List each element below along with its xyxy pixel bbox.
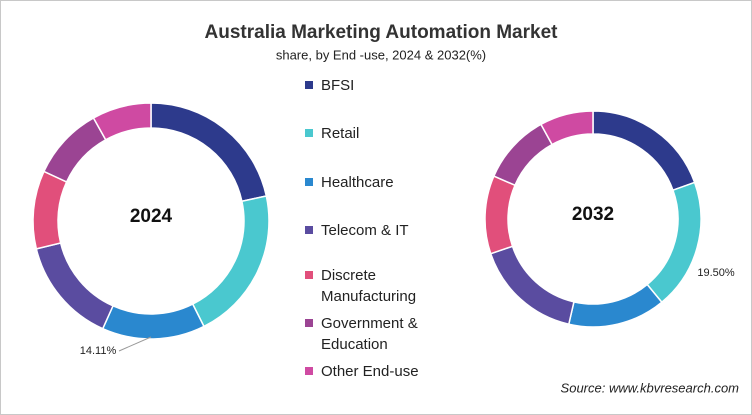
- legend-item: Other End-use: [305, 361, 433, 382]
- legend-swatch: [305, 129, 313, 137]
- legend-item: Telecom & IT: [305, 220, 433, 241]
- legend-item: Discrete Manufacturing: [305, 265, 433, 307]
- donut-segment: [32, 170, 68, 250]
- legend-swatch: [305, 226, 313, 234]
- legend-label: BFSI: [321, 77, 355, 94]
- donut-segment: [92, 102, 152, 141]
- donut-segment: [646, 181, 702, 304]
- donut-segment: [42, 116, 107, 183]
- legend-item: Government & Education: [305, 313, 433, 355]
- legend-swatch: [305, 319, 313, 327]
- chart-subtitle: share, by End -use, 2024 & 2032(%): [276, 47, 486, 62]
- legend-label: Retail: [321, 125, 360, 142]
- legend-item: BFSI: [305, 75, 433, 96]
- donut-segment: [492, 123, 554, 187]
- data-label: 19.50%: [697, 267, 735, 279]
- donut-segment: [150, 102, 268, 203]
- legend-swatch: [305, 271, 313, 279]
- donut-segment: [567, 283, 663, 328]
- center-label: 2032: [572, 204, 614, 225]
- donut-segment: [191, 195, 270, 328]
- legend-label: Healthcare: [321, 174, 394, 191]
- legend-label: Other End-use: [321, 363, 419, 380]
- legend-label: Telecom & IT: [321, 222, 409, 239]
- legend-swatch: [305, 367, 313, 375]
- legend-swatch: [305, 81, 313, 89]
- donut-segment: [101, 303, 205, 340]
- donut-segment: [489, 245, 575, 326]
- legend-item: Healthcare: [305, 172, 433, 193]
- donut-segment: [592, 110, 696, 192]
- legend-label: Government & Education: [321, 315, 418, 353]
- donut-segment: [539, 110, 594, 146]
- center-label: 2024: [130, 206, 173, 227]
- legend-swatch: [305, 178, 313, 186]
- legend-item: Retail: [305, 123, 433, 144]
- leader-line: [118, 336, 152, 352]
- donut-segment: [35, 242, 114, 330]
- source: Source: www.kbvresearch.com: [561, 380, 740, 395]
- data-label: 14.11%: [80, 345, 117, 357]
- donut-segment: [484, 175, 516, 255]
- chart-title: Australia Marketing Automation Market: [205, 22, 559, 43]
- legend-label: Discrete Manufacturing: [321, 267, 417, 305]
